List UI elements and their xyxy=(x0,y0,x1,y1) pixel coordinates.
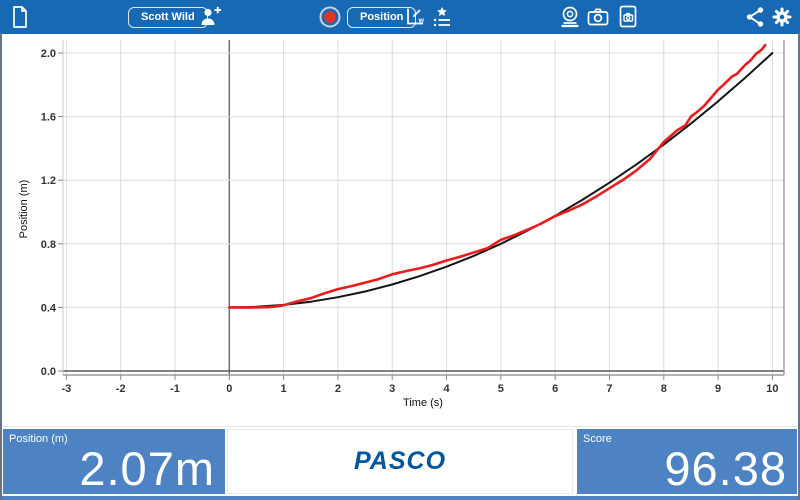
svg-text:2.0: 2.0 xyxy=(41,48,56,60)
svg-text:w: w xyxy=(418,18,425,25)
svg-text:Position (m): Position (m) xyxy=(18,180,30,239)
svg-text:5: 5 xyxy=(498,383,504,395)
sensor-icon[interactable] xyxy=(558,5,582,29)
scale-to-fit-icon[interactable]: w xyxy=(404,6,426,28)
record-button-icon[interactable] xyxy=(318,5,342,29)
score-meter-value: 96.38 xyxy=(664,442,787,495)
journal-snapshot-icon[interactable] xyxy=(616,5,640,29)
svg-text:0.8: 0.8 xyxy=(41,239,56,251)
pasco-logo: PASCO xyxy=(353,447,447,475)
graph-panel: -3 -2 -1 0 1 2 3 4 5 6 7 8 9 10 0.0 0.4 0.8 1.2 1.6 2.0 Time… xyxy=(0,34,800,426)
window-border-left xyxy=(0,33,2,500)
svg-text:1.2: 1.2 xyxy=(41,175,56,187)
svg-text:4: 4 xyxy=(443,383,450,395)
svg-text:1: 1 xyxy=(281,383,287,395)
window-border-right xyxy=(798,33,800,500)
svg-text:0.4: 0.4 xyxy=(41,302,57,314)
score-meter-label: Score xyxy=(583,433,612,445)
position-meter[interactable]: Position (m) 2.07m xyxy=(3,429,225,494)
svg-text:-3: -3 xyxy=(61,383,71,395)
user-button[interactable]: Scott Wild xyxy=(128,6,208,28)
mode-button[interactable]: Position xyxy=(347,6,417,28)
svg-text:10: 10 xyxy=(766,383,778,395)
svg-text:1.6: 1.6 xyxy=(41,112,56,124)
svg-text:0.0: 0.0 xyxy=(41,366,56,378)
bottom-accent-strip xyxy=(0,496,800,500)
position-meter-value: 2.07m xyxy=(79,442,215,495)
score-meter[interactable]: Score 96.38 xyxy=(577,429,797,494)
svg-text:2: 2 xyxy=(335,383,341,395)
toolbar: Scott Wild Position w xyxy=(0,0,800,34)
svg-text:-2: -2 xyxy=(116,383,126,395)
experiment-list-icon[interactable] xyxy=(431,6,453,28)
person-add-icon[interactable] xyxy=(199,5,223,29)
svg-text:0: 0 xyxy=(226,383,232,395)
svg-text:7: 7 xyxy=(606,383,612,395)
document-icon[interactable] xyxy=(10,5,30,29)
svg-text:-1: -1 xyxy=(170,383,180,395)
position-time-chart[interactable]: -3 -2 -1 0 1 2 3 4 5 6 7 8 9 10 0.0 0.4 0.8 1.2 1.6 2.0 Time… xyxy=(0,34,800,426)
svg-text:8: 8 xyxy=(661,383,667,395)
position-meter-label: Position (m) xyxy=(9,433,68,445)
svg-text:6: 6 xyxy=(552,383,558,395)
settings-gear-icon[interactable] xyxy=(771,6,793,28)
svg-text:Time (s): Time (s) xyxy=(403,397,443,409)
meter-bar: Position (m) 2.07m PASCO Score 96.38 xyxy=(0,426,800,500)
camera-icon[interactable] xyxy=(586,5,610,29)
pasco-logo-panel: PASCO xyxy=(227,429,573,494)
share-icon[interactable] xyxy=(745,6,766,28)
svg-text:9: 9 xyxy=(715,383,721,395)
svg-text:3: 3 xyxy=(389,383,395,395)
